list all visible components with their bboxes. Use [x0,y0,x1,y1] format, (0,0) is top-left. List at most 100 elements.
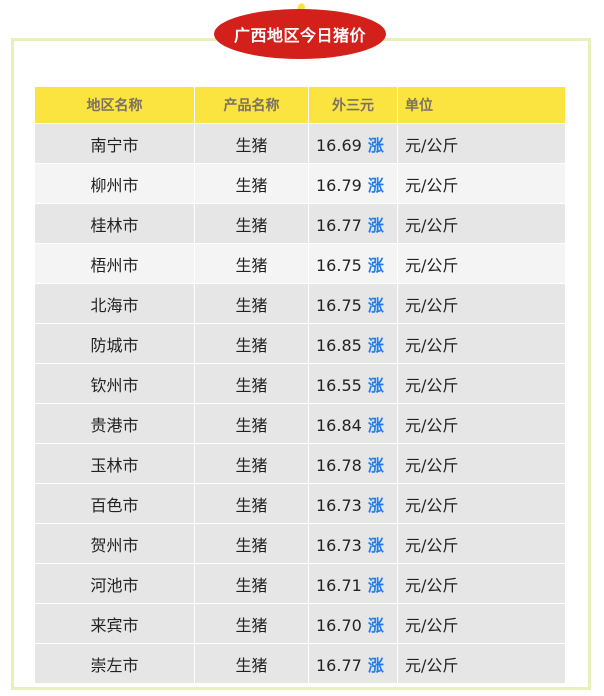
cell-price: 16.79 涨 [308,163,398,204]
table-row: 梧州市 生猪 16.75 涨元/公斤 [34,243,566,284]
cell-region: 崇左市 [34,643,195,684]
header-price: 外三元 [308,86,398,124]
price-value: 16.79 [316,175,362,195]
cell-unit: 元/公斤 [397,123,566,164]
cell-price: 16.71 涨 [308,563,398,604]
cell-unit: 元/公斤 [397,323,566,364]
table-row: 崇左市 生猪 16.77 涨元/公斤 [34,643,566,684]
table-row: 百色市 生猪 16.73 涨元/公斤 [34,483,566,524]
cell-unit: 元/公斤 [397,443,566,484]
table-row: 北海市 生猪 16.75 涨元/公斤 [34,283,566,324]
cell-product: 生猪 [194,643,309,684]
price-value: 16.77 [316,215,362,235]
cell-region: 桂林市 [34,203,195,244]
table-row: 河池市 生猪 16.71 涨元/公斤 [34,563,566,604]
cell-region: 来宾市 [34,603,195,644]
price-table: 地区名称 产品名称 外三元 单位 南宁市 生猪 16.69 涨元/公斤 柳州市 生猪 16.… [34,86,566,684]
table-row: 玉林市 生猪 16.78 涨元/公斤 [34,443,566,484]
cell-price: 16.55 涨 [308,363,398,404]
trend-up-label: 涨 [367,615,384,635]
price-value: 16.71 [316,575,362,595]
table-row: 贵港市 生猪 16.84 涨元/公斤 [34,403,566,444]
cell-price: 16.77 涨 [308,643,398,684]
price-value: 16.78 [316,455,362,475]
price-value: 16.85 [316,335,362,355]
cell-region: 玉林市 [34,443,195,484]
cell-region: 河池市 [34,563,195,604]
cell-product: 生猪 [194,443,309,484]
price-value: 16.77 [316,655,362,675]
price-value: 16.70 [316,615,362,635]
cell-price: 16.75 涨 [308,283,398,324]
price-value: 16.75 [316,295,362,315]
header-unit: 单位 [397,86,566,124]
table-row: 钦州市 生猪 16.55 涨元/公斤 [34,363,566,404]
trend-up-label: 涨 [367,175,384,195]
table-row: 南宁市 生猪 16.69 涨元/公斤 [34,123,566,164]
cell-price: 16.75 涨 [308,243,398,284]
cell-product: 生猪 [194,203,309,244]
price-value: 16.69 [316,135,362,155]
table-row: 贺州市 生猪 16.73 涨元/公斤 [34,523,566,564]
trend-up-label: 涨 [367,575,384,595]
cell-unit: 元/公斤 [397,563,566,604]
cell-product: 生猪 [194,403,309,444]
trend-up-label: 涨 [367,135,384,155]
price-value: 16.73 [316,535,362,555]
cell-unit: 元/公斤 [397,203,566,244]
page-title: 广西地区今日猪价 [214,9,386,59]
cell-price: 16.85 涨 [308,323,398,364]
table-row: 防城市 生猪 16.85 涨元/公斤 [34,323,566,364]
cell-unit: 元/公斤 [397,403,566,444]
cell-price: 16.73 涨 [308,523,398,564]
trend-up-label: 涨 [367,535,384,555]
trend-up-label: 涨 [367,335,384,355]
cell-unit: 元/公斤 [397,163,566,204]
cell-product: 生猪 [194,603,309,644]
cell-price: 16.70 涨 [308,603,398,644]
cell-product: 生猪 [194,283,309,324]
trend-up-label: 涨 [367,655,384,675]
cell-unit: 元/公斤 [397,363,566,404]
cell-unit: 元/公斤 [397,603,566,644]
cell-price: 16.73 涨 [308,483,398,524]
price-value: 16.55 [316,375,362,395]
trend-up-label: 涨 [367,215,384,235]
cell-region: 贺州市 [34,523,195,564]
table-row: 柳州市 生猪 16.79 涨元/公斤 [34,163,566,204]
cell-region: 贵港市 [34,403,195,444]
cell-product: 生猪 [194,563,309,604]
price-value: 16.84 [316,415,362,435]
cell-price: 16.77 涨 [308,203,398,244]
price-value: 16.73 [316,495,362,515]
cell-price: 16.69 涨 [308,123,398,164]
table-row: 桂林市 生猪 16.77 涨元/公斤 [34,203,566,244]
cell-region: 北海市 [34,283,195,324]
cell-unit: 元/公斤 [397,523,566,564]
table-row: 来宾市 生猪 16.70 涨元/公斤 [34,603,566,644]
trend-up-label: 涨 [367,295,384,315]
cell-product: 生猪 [194,243,309,284]
cell-region: 钦州市 [34,363,195,404]
cell-product: 生猪 [194,323,309,364]
table-header-row: 地区名称 产品名称 外三元 单位 [34,86,566,124]
cell-price: 16.84 涨 [308,403,398,444]
trend-up-label: 涨 [367,415,384,435]
cell-product: 生猪 [194,123,309,164]
cell-product: 生猪 [194,163,309,204]
cell-product: 生猪 [194,483,309,524]
cell-product: 生猪 [194,523,309,564]
cell-unit: 元/公斤 [397,643,566,684]
cell-price: 16.78 涨 [308,443,398,484]
header-region: 地区名称 [34,86,195,124]
trend-up-label: 涨 [367,455,384,475]
cell-region: 百色市 [34,483,195,524]
trend-up-label: 涨 [367,495,384,515]
cell-unit: 元/公斤 [397,243,566,284]
cell-region: 防城市 [34,323,195,364]
price-value: 16.75 [316,255,362,275]
trend-up-label: 涨 [367,255,384,275]
cell-region: 梧州市 [34,243,195,284]
trend-up-label: 涨 [367,375,384,395]
cell-product: 生猪 [194,363,309,404]
